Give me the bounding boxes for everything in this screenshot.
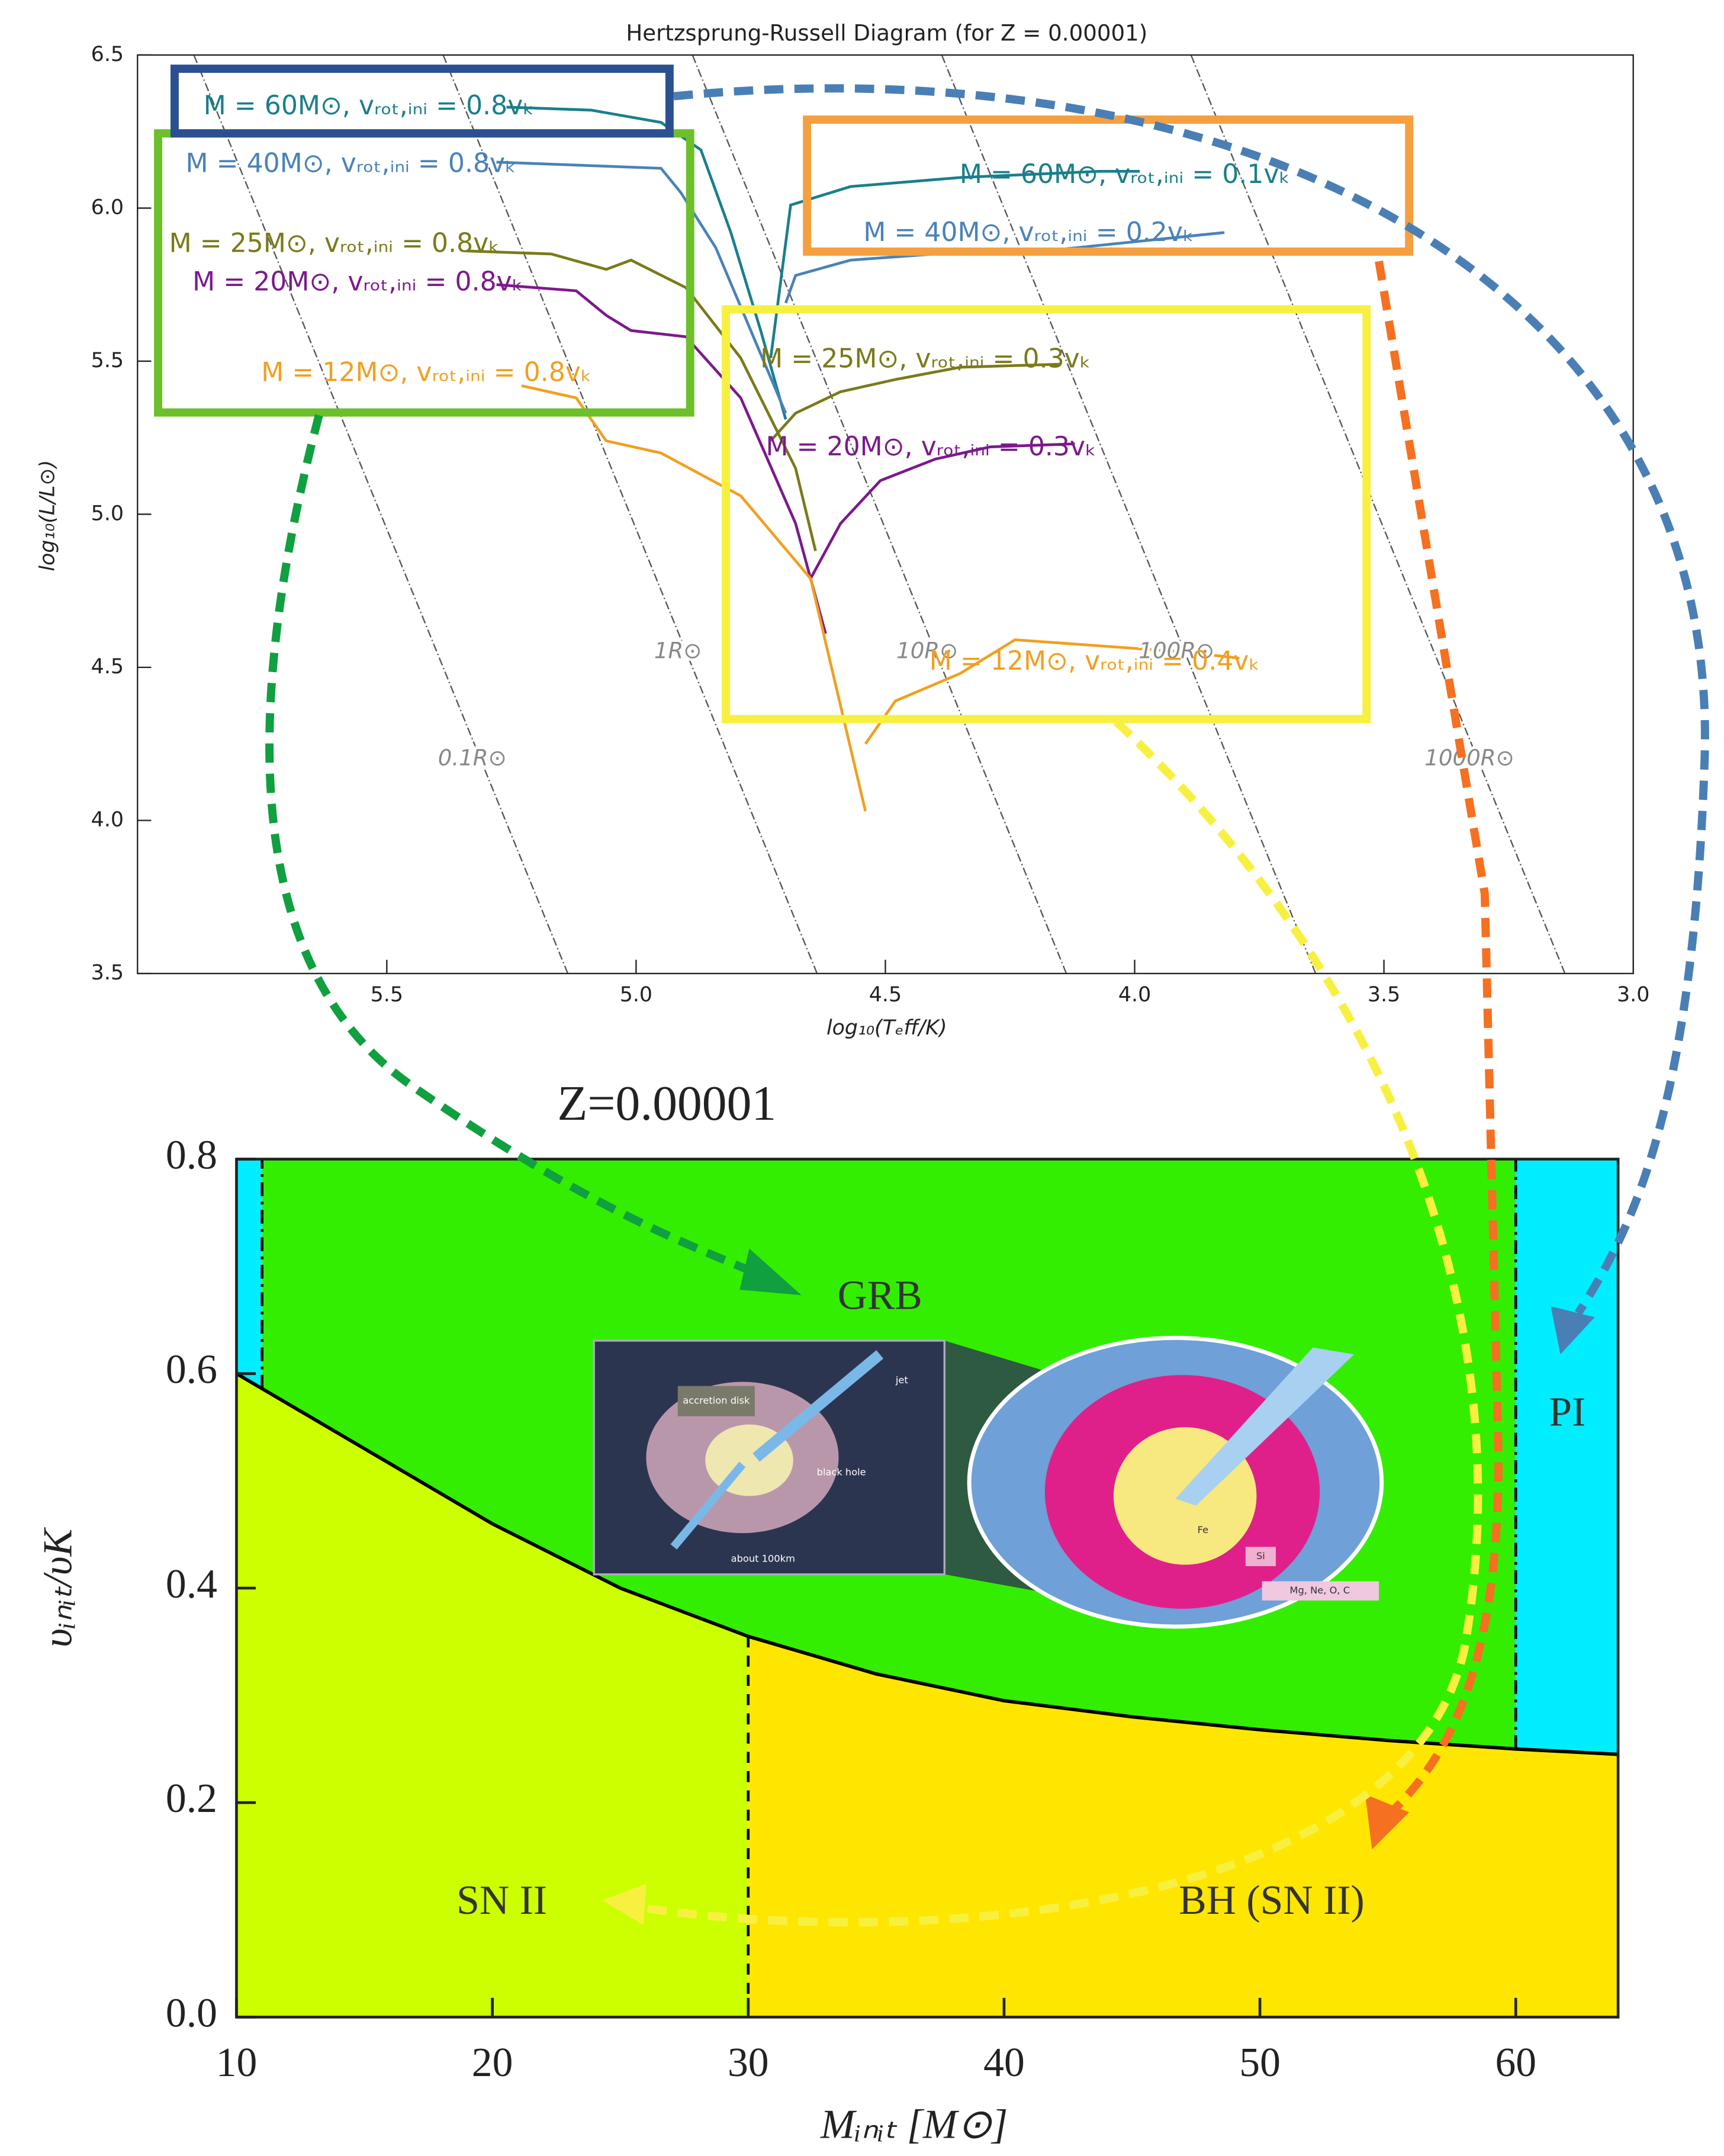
x-tick-label: 5.5: [371, 983, 403, 1007]
y-tick-label: 4.0: [91, 808, 124, 831]
region-label: BH (SN II): [1179, 1878, 1364, 1923]
y-tick-label: 0.0: [166, 1990, 217, 2036]
inset-label: Si: [1256, 1550, 1265, 1561]
x-axis-label: Mᵢₙᵢₜ [M⊙]: [820, 2102, 1008, 2148]
chart-title: Z=0.00001: [557, 1077, 776, 1131]
y-tick-label: 6.0: [91, 195, 124, 219]
x-tick-label: 4.5: [869, 983, 902, 1007]
x-axis-label: log₁₀(Tₑff/K): [826, 1016, 947, 1040]
region-fill: [236, 1159, 262, 1389]
figure: 0.1R⊙1R⊙10R⊙100R⊙1000R⊙M = 60M⊙, vᵣₒₜ,ᵢₙ…: [0, 0, 1724, 2156]
x-tick-label: 20: [472, 2040, 513, 2086]
y-tick-label: 0.8: [166, 1132, 217, 1178]
y-tick-label: 5.0: [91, 502, 124, 525]
y-tick-label: 3.5: [91, 961, 124, 985]
radius-label: 1000R⊙: [1424, 746, 1514, 771]
region-label: GRB: [838, 1273, 922, 1318]
track-label: M = 60M⊙, vᵣₒₜ,ᵢₙᵢ = 0.1vₖ: [960, 159, 1290, 189]
y-tick-label: 0.4: [166, 1561, 217, 1607]
x-tick-label: 40: [983, 2040, 1025, 2086]
track-label: M = 20M⊙, vᵣₒₜ,ᵢₙᵢ = 0.3vₖ: [765, 432, 1096, 462]
track-label: M = 25M⊙, vᵣₒₜ,ᵢₙᵢ = 0.8vₖ: [169, 228, 500, 258]
x-tick-label: 3.0: [1617, 983, 1649, 1007]
y-tick-label: 4.5: [91, 655, 124, 679]
y-axis-label: log₁₀(L/L⊙): [36, 460, 59, 571]
x-tick-label: 4.0: [1118, 983, 1151, 1007]
inset-label: accretion disk: [683, 1395, 750, 1406]
inset-label: black hole: [817, 1466, 866, 1477]
inset-label: jet: [895, 1374, 908, 1386]
x-tick-label: 60: [1495, 2040, 1536, 2086]
region-label: SN II: [456, 1878, 547, 1923]
radius-label: 1R⊙: [654, 638, 702, 664]
y-tick-label: 0.6: [166, 1347, 217, 1393]
track-label: M = 25M⊙, vᵣₒₜ,ᵢₙᵢ = 0.3vₖ: [760, 343, 1091, 374]
inset-label: Mg, Ne, O, C: [1289, 1585, 1350, 1596]
x-tick-label: 5.0: [620, 983, 652, 1007]
y-tick-label: 0.2: [166, 1776, 217, 1821]
track-label: M = 12M⊙, vᵣₒₜ,ᵢₙᵢ = 0.4vₖ: [929, 646, 1260, 676]
track-label: M = 60M⊙, vᵣₒₜ,ᵢₙᵢ = 0.8vₖ: [204, 91, 534, 121]
track-label: M = 40M⊙, vᵣₒₜ,ᵢₙᵢ = 0.8vₖ: [186, 149, 516, 179]
inset-label: about 100km: [731, 1553, 795, 1564]
y-tick-label: 5.5: [91, 349, 124, 372]
x-tick-label: 10: [216, 2040, 258, 2086]
radius-label: 0.1R⊙: [438, 746, 507, 771]
chart-title: Hertzsprung-Russell Diagram (for Z = 0.0…: [626, 21, 1147, 46]
y-axis-label: υᵢₙᵢₜ/υK: [36, 1527, 81, 1647]
inset-label: Fe: [1198, 1524, 1208, 1535]
track-label: M = 12M⊙, vᵣₒₜ,ᵢₙᵢ = 0.8vₖ: [261, 358, 591, 388]
x-tick-label: 50: [1239, 2040, 1281, 2086]
y-tick-label: 6.5: [91, 43, 124, 66]
x-tick-label: 30: [728, 2040, 769, 2086]
region-fill: [1516, 1159, 1618, 1755]
track-label: M = 40M⊙, vᵣₒₜ,ᵢₙᵢ = 0.2vₖ: [863, 217, 1194, 248]
x-tick-label: 3.5: [1368, 983, 1400, 1007]
region-label: PI: [1549, 1390, 1585, 1435]
track-label: M = 20M⊙, vᵣₒₜ,ᵢₙᵢ = 0.8vₖ: [192, 266, 523, 297]
